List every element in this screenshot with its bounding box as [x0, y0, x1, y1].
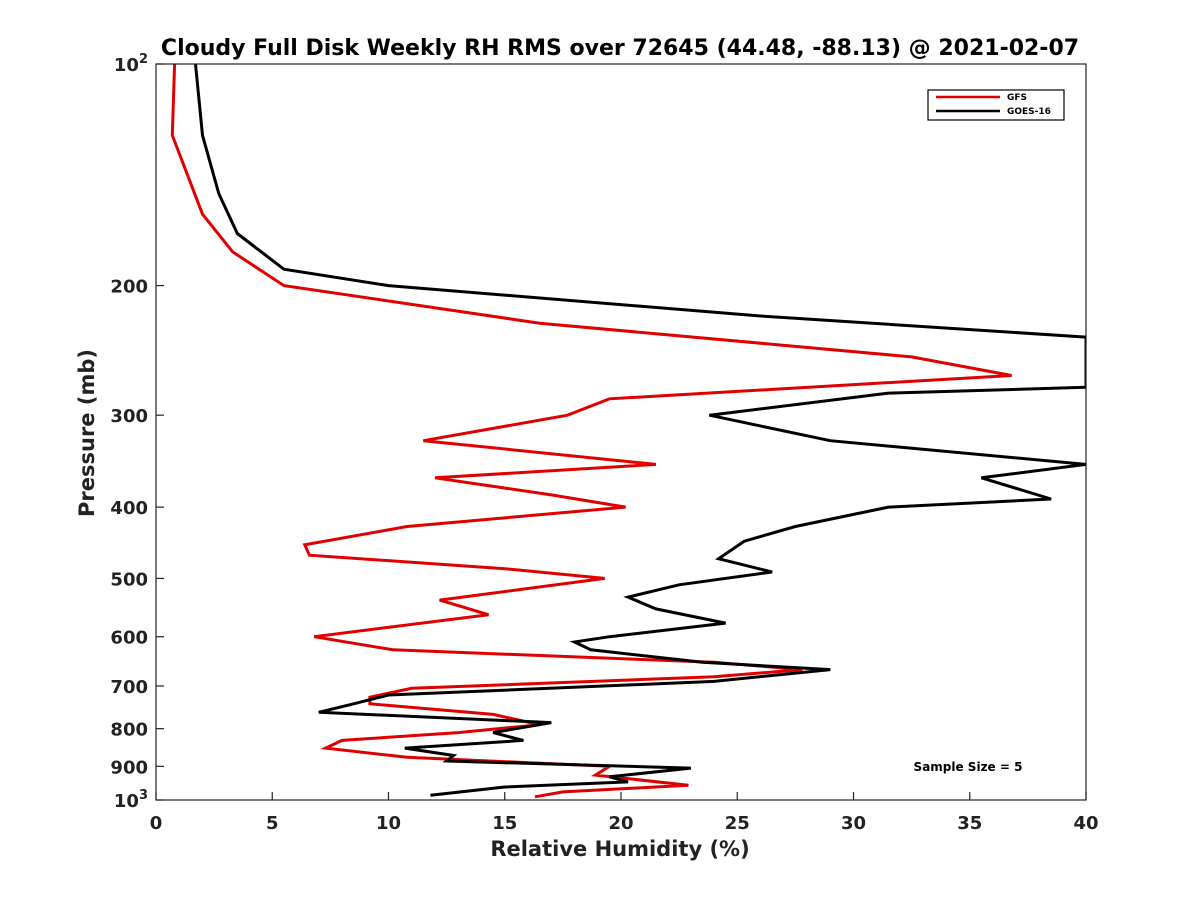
- x-tick-label: 20: [608, 813, 633, 834]
- legend-label-gfs: GFS: [1007, 93, 1027, 103]
- y-tick-label: 102: [114, 52, 148, 76]
- y-tick-label: 103: [114, 788, 148, 812]
- x-axis: 0 5 10 15 20 25 30 35 40: [150, 792, 1099, 834]
- series-layer: [170, 64, 1086, 799]
- y-tick-label: 800: [110, 720, 148, 741]
- x-tick-label: 10: [376, 813, 401, 834]
- y-tick-label: 500: [110, 569, 148, 590]
- x-tick-label: 30: [841, 813, 866, 834]
- x-axis-label: Relative Humidity (%): [490, 837, 749, 861]
- series-line-goes-16: [194, 64, 1086, 797]
- x-tick-label: 15: [492, 813, 517, 834]
- y-tick-label: 300: [110, 406, 148, 427]
- y-tick-label: 400: [110, 498, 148, 519]
- legend-box: [927, 89, 1065, 121]
- series-line-gfs: [170, 64, 1012, 799]
- chart-title: Cloudy Full Disk Weekly RH RMS over 7264…: [161, 36, 1079, 61]
- y-axis-label: Pressure (mb): [75, 349, 99, 517]
- y-tick-label: 900: [110, 757, 148, 778]
- legend-label-goes-16: GOES-16: [1007, 107, 1051, 117]
- x-tick-label: 25: [725, 813, 750, 834]
- y-tick-label: 200: [110, 277, 148, 298]
- sample-size-annotation: Sample Size = 5: [914, 760, 1023, 774]
- x-tick-label: 0: [150, 813, 163, 834]
- y-tick-label: 600: [110, 628, 148, 649]
- y-tick-label: 700: [110, 677, 148, 698]
- x-tick-label: 5: [266, 813, 279, 834]
- y-axis: 102 200 300 400 500 600 700 800 900 103: [110, 52, 164, 812]
- legend-items: GFS GOES-16: [936, 93, 1051, 117]
- legend: GFS GOES-16: [927, 89, 1065, 121]
- x-tick-label: 35: [957, 813, 982, 834]
- x-tick-label: 40: [1073, 813, 1098, 834]
